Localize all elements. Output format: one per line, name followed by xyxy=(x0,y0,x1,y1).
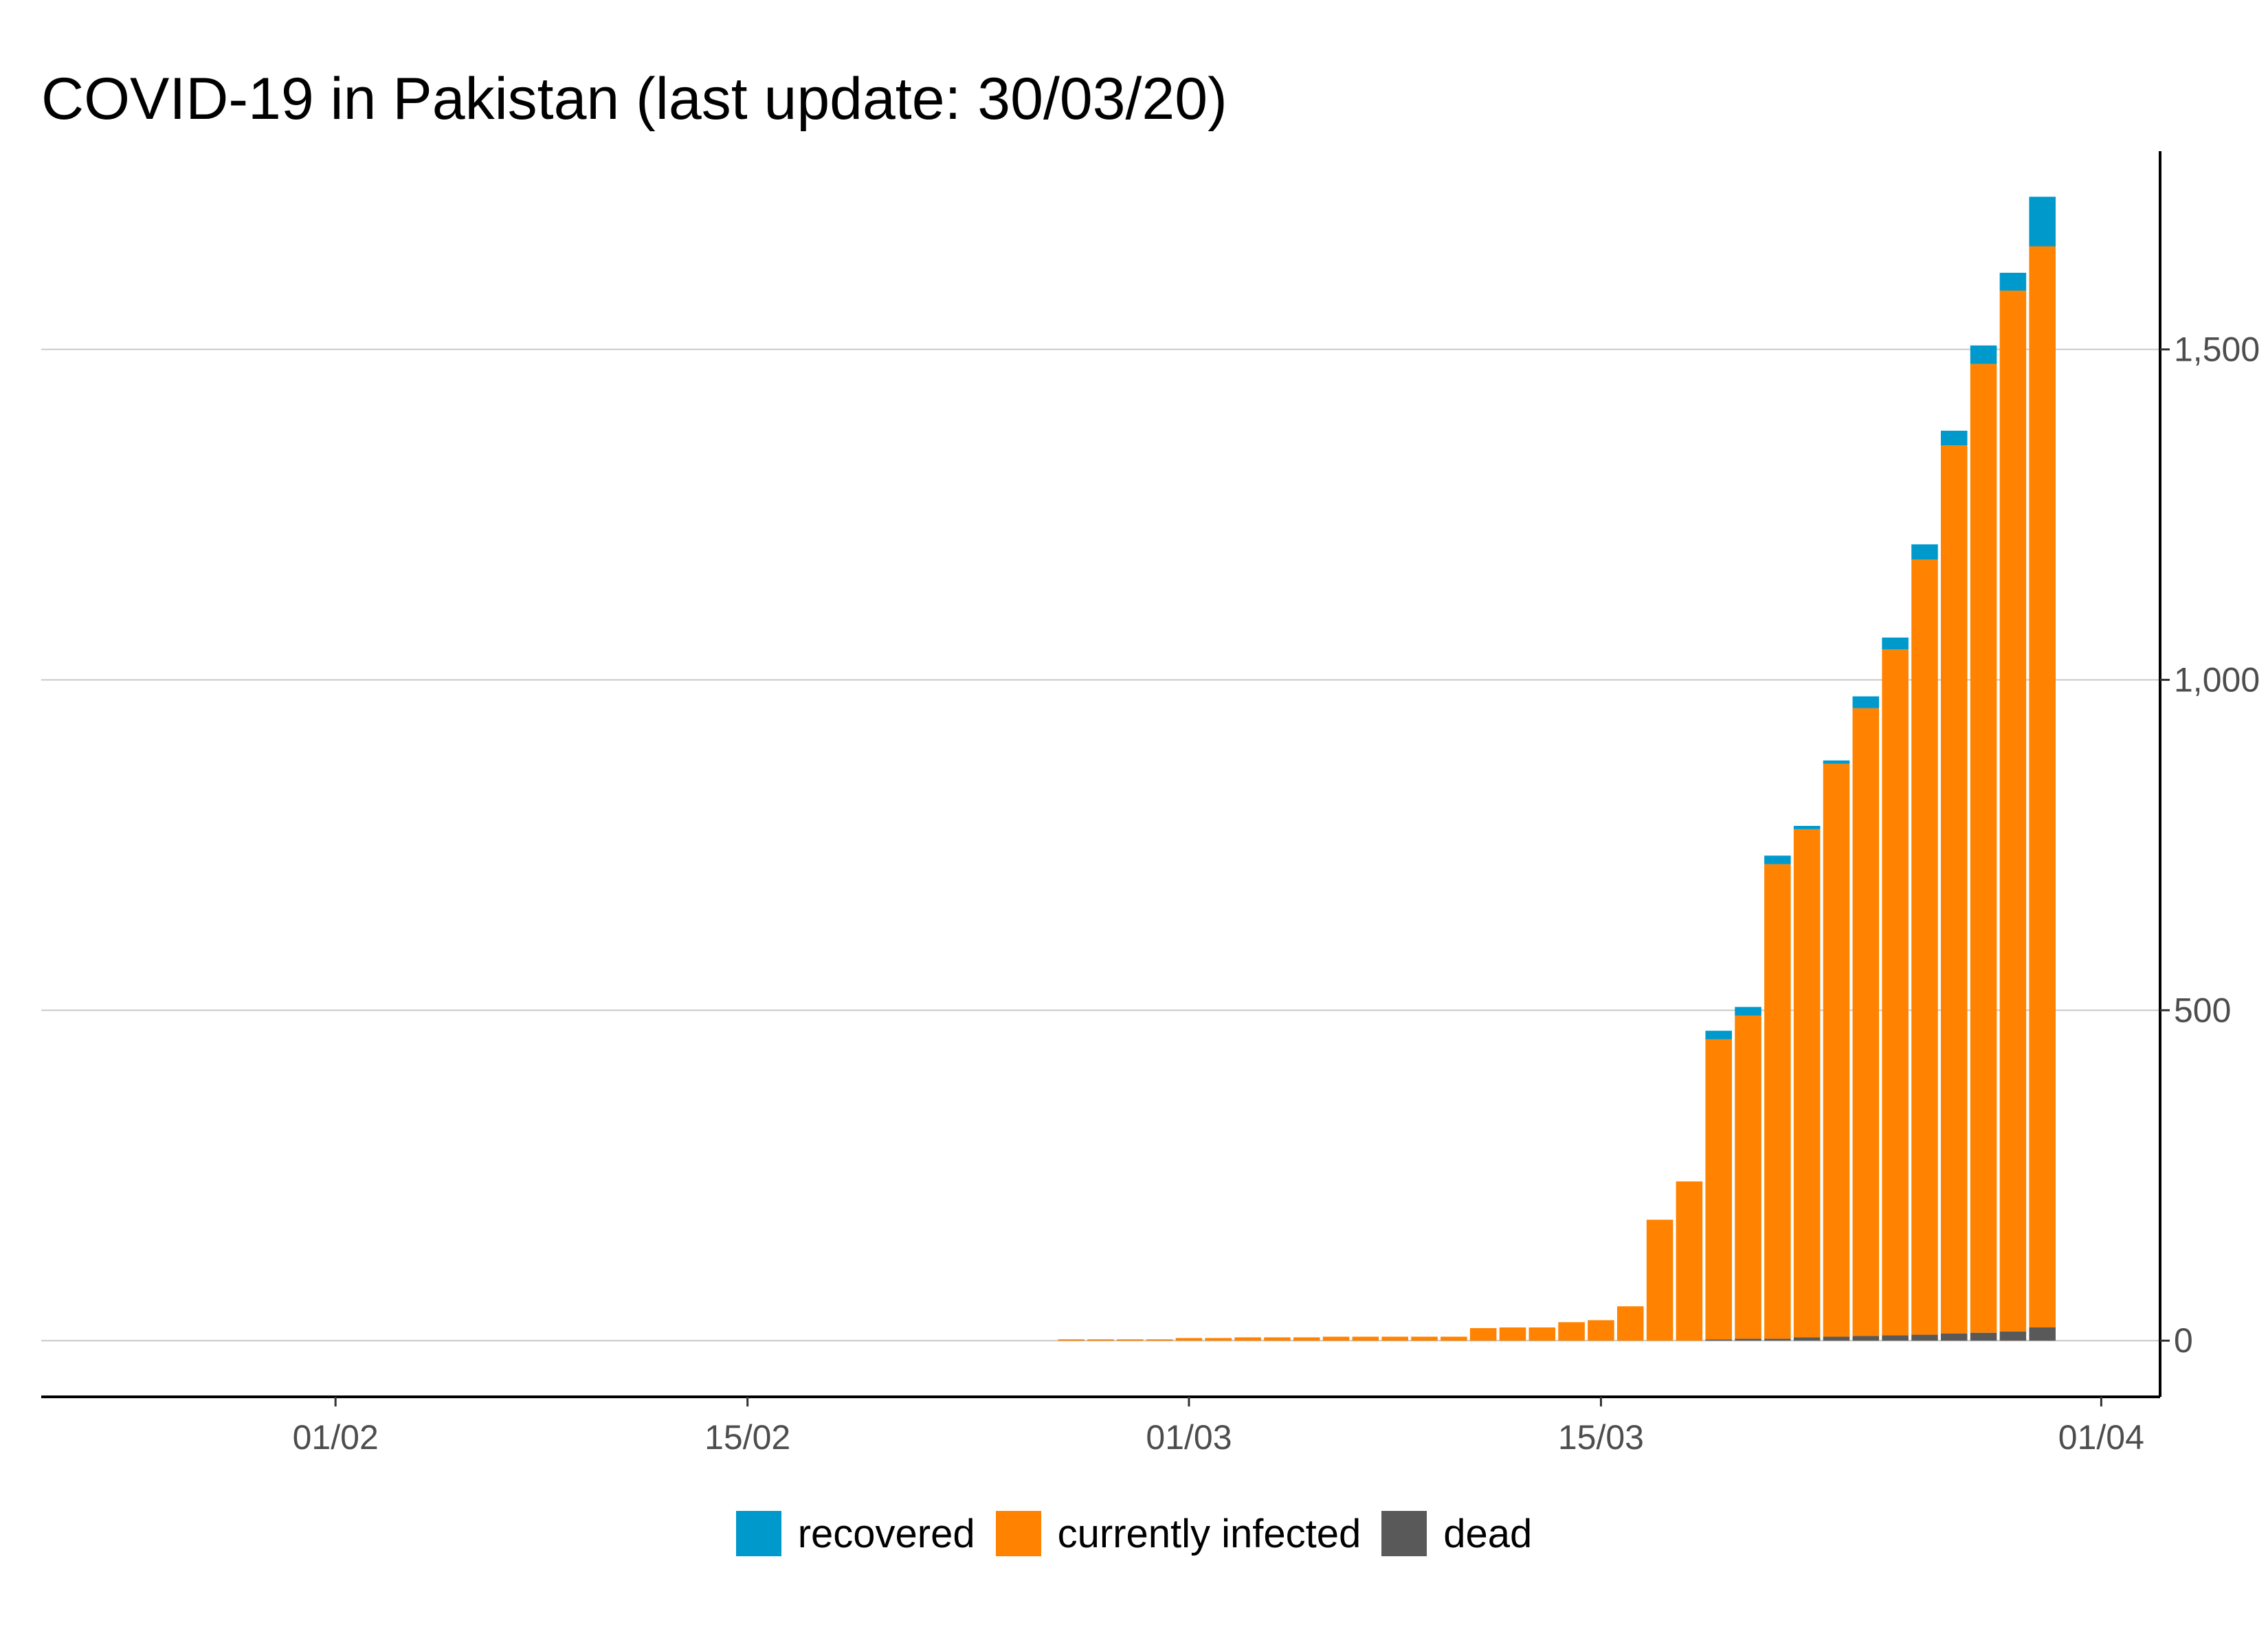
x-tick-label: 01/04 xyxy=(2058,1418,2144,1457)
bar-recovered-2020-03-21 xyxy=(1764,855,1791,864)
bar-recovered-2020-03-30 xyxy=(2029,197,2056,247)
bars xyxy=(1058,197,2056,1341)
bar-currently-infected-2020-03-08 xyxy=(1381,1336,1408,1341)
bar-currently-infected-2020-03-12 xyxy=(1499,1327,1526,1341)
bar-currently-infected-2020-03-10 xyxy=(1441,1336,1467,1341)
bar-currently-infected-2020-03-02 xyxy=(1205,1338,1232,1341)
axes xyxy=(41,151,2161,1398)
bar-recovered-2020-03-26 xyxy=(1911,544,1938,560)
bar-currently-infected-2020-03-17 xyxy=(1646,1220,1674,1341)
bar-currently-infected-2020-02-29 xyxy=(1146,1339,1173,1341)
bar-currently-infected-2020-03-30 xyxy=(2029,246,2056,1328)
bar-currently-infected-2020-03-04 xyxy=(1264,1337,1291,1341)
bar-recovered-2020-03-24 xyxy=(1852,696,1880,708)
x-tick-label: 15/03 xyxy=(1558,1418,1644,1457)
bar-currently-infected-2020-03-14 xyxy=(1558,1322,1585,1341)
bar-currently-infected-2020-03-03 xyxy=(1234,1337,1261,1341)
x-tick-label: 01/02 xyxy=(293,1418,379,1457)
bar-dead-2020-03-19 xyxy=(1705,1339,1732,1341)
bar-currently-infected-2020-03-16 xyxy=(1616,1306,1644,1341)
bar-recovered-2020-03-28 xyxy=(1970,345,1997,364)
bar-currently-infected-2020-02-27 xyxy=(1087,1339,1114,1341)
legend-swatch-dead xyxy=(1381,1511,1427,1556)
bar-currently-infected-2020-03-06 xyxy=(1322,1336,1350,1341)
bar-dead-2020-03-26 xyxy=(1911,1334,1938,1341)
bar-currently-infected-2020-03-29 xyxy=(1999,290,2027,1332)
legend: recovered currently infected dead xyxy=(0,1506,2268,1561)
bar-currently-infected-2020-03-09 xyxy=(1411,1336,1438,1341)
bar-currently-infected-2020-03-21 xyxy=(1764,864,1791,1339)
x-tick-label: 15/02 xyxy=(704,1418,790,1457)
bar-currently-infected-2020-03-18 xyxy=(1676,1181,1703,1341)
bar-currently-infected-2020-03-27 xyxy=(1940,445,1968,1334)
bar-currently-infected-2020-03-05 xyxy=(1293,1337,1320,1341)
bar-currently-infected-2020-03-07 xyxy=(1352,1336,1379,1341)
legend-label-recovered: recovered xyxy=(797,1511,975,1556)
bar-currently-infected-2020-03-01 xyxy=(1175,1338,1203,1341)
y-tick-label: 0 xyxy=(2174,1321,2193,1360)
bar-currently-infected-2020-03-20 xyxy=(1735,1016,1761,1339)
legend-item-dead: dead xyxy=(1381,1511,1532,1557)
bar-currently-infected-2020-03-13 xyxy=(1528,1327,1556,1341)
legend-label-currently-infected: currently infected xyxy=(1057,1511,1361,1556)
bar-currently-infected-2020-03-26 xyxy=(1911,559,1938,1335)
bar-recovered-2020-03-19 xyxy=(1705,1031,1732,1040)
y-tick-label: 500 xyxy=(2174,991,2231,1029)
bar-recovered-2020-03-23 xyxy=(1823,760,1850,764)
legend-swatch-currently-infected xyxy=(995,1511,1041,1556)
bar-dead-2020-03-24 xyxy=(1852,1336,1880,1341)
bar-currently-infected-2020-02-26 xyxy=(1058,1339,1085,1341)
legend-item-currently-infected: currently infected xyxy=(995,1511,1361,1557)
gridlines xyxy=(41,348,2160,1342)
legend-swatch-recovered xyxy=(735,1511,781,1556)
bar-dead-2020-03-29 xyxy=(1999,1331,2027,1341)
bar-dead-2020-03-22 xyxy=(1793,1337,1821,1341)
bar-currently-infected-2020-03-22 xyxy=(1793,829,1821,1338)
bar-currently-infected-2020-03-25 xyxy=(1882,649,1909,1336)
bar-recovered-2020-03-20 xyxy=(1735,1007,1761,1016)
legend-label-dead: dead xyxy=(1443,1511,1533,1556)
y-tick-label: 1,500 xyxy=(2174,330,2260,369)
bar-currently-infected-2020-03-24 xyxy=(1852,708,1880,1336)
ticks: 0 500 1,000 1,500 01/02 15/02 01/03 15/03 01/04 xyxy=(293,330,2260,1457)
bar-recovered-2020-03-25 xyxy=(1882,637,1909,650)
legend-item-recovered: recovered xyxy=(735,1511,975,1557)
bar-recovered-2020-03-27 xyxy=(1940,430,1968,446)
bar-dead-2020-03-30 xyxy=(2029,1327,2056,1341)
bar-currently-infected-2020-02-28 xyxy=(1117,1339,1144,1341)
chart-title: COVID-19 in Pakistan (last update: 30/03… xyxy=(41,66,1227,132)
bar-dead-2020-03-21 xyxy=(1764,1338,1791,1341)
bar-recovered-2020-03-29 xyxy=(1999,272,2027,291)
bar-dead-2020-03-25 xyxy=(1882,1335,1909,1341)
x-tick-label: 01/03 xyxy=(1146,1418,1232,1457)
bar-currently-infected-2020-03-15 xyxy=(1588,1320,1614,1341)
bar-dead-2020-03-20 xyxy=(1735,1338,1761,1341)
bar-recovered-2020-03-22 xyxy=(1793,826,1821,829)
bar-dead-2020-03-27 xyxy=(1940,1333,1968,1341)
bar-dead-2020-03-23 xyxy=(1823,1336,1850,1341)
bar-currently-infected-2020-03-19 xyxy=(1705,1039,1732,1340)
bar-currently-infected-2020-03-11 xyxy=(1469,1327,1497,1341)
bar-dead-2020-03-28 xyxy=(1970,1332,1997,1341)
y-tick-label: 1,000 xyxy=(2174,660,2260,699)
bar-currently-infected-2020-03-28 xyxy=(1970,363,1997,1333)
bar-currently-infected-2020-03-23 xyxy=(1823,763,1850,1337)
